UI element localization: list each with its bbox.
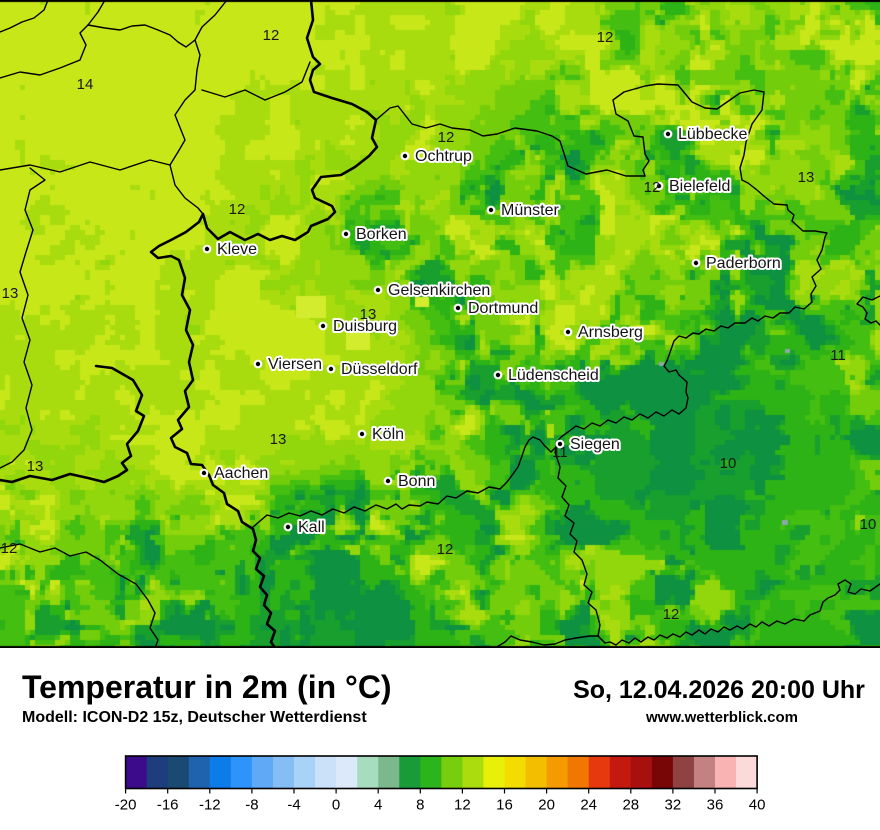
svg-text:-16: -16 [157, 797, 179, 814]
svg-text:Ochtrup: Ochtrup [415, 148, 472, 165]
svg-text:13: 13 [270, 431, 287, 448]
svg-text:12: 12 [1, 540, 18, 557]
svg-text:11: 11 [830, 347, 846, 364]
svg-text:8: 8 [416, 797, 424, 814]
svg-text:12: 12 [229, 201, 246, 218]
svg-text:28: 28 [622, 797, 639, 814]
svg-text:4: 4 [374, 797, 382, 814]
svg-text:11: 11 [552, 444, 568, 461]
svg-text:Arnsberg: Arnsberg [578, 324, 643, 341]
svg-text:-4: -4 [287, 797, 300, 814]
svg-text:Kleve: Kleve [217, 241, 257, 258]
svg-text:12: 12 [597, 29, 614, 46]
svg-text:36: 36 [707, 797, 724, 814]
svg-text:Borken: Borken [356, 226, 407, 243]
svg-text:0: 0 [332, 797, 340, 814]
svg-text:13: 13 [27, 458, 44, 475]
svg-text:12: 12 [454, 797, 471, 814]
svg-text:10: 10 [720, 455, 737, 472]
svg-text:-8: -8 [245, 797, 258, 814]
svg-text:Bonn: Bonn [398, 473, 435, 490]
svg-text:-12: -12 [199, 797, 221, 814]
svg-text:40: 40 [749, 797, 766, 814]
svg-text:Dortmund: Dortmund [468, 300, 538, 317]
svg-text:-20: -20 [115, 797, 137, 814]
svg-text:Gelsenkirchen: Gelsenkirchen [388, 282, 490, 299]
svg-text:Lübbecke: Lübbecke [678, 126, 747, 143]
svg-text:10: 10 [860, 516, 877, 533]
svg-text:13: 13 [360, 306, 377, 323]
svg-text:20: 20 [538, 797, 555, 814]
svg-text:Paderborn: Paderborn [706, 255, 781, 272]
svg-text:Bielefeld: Bielefeld [669, 178, 730, 195]
svg-text:Aachen: Aachen [214, 465, 268, 482]
svg-text:Köln: Köln [372, 426, 404, 443]
svg-text:14: 14 [77, 76, 94, 93]
svg-text:Kall: Kall [298, 519, 325, 536]
svg-text:24: 24 [580, 797, 597, 814]
svg-text:Siegen: Siegen [570, 436, 620, 453]
svg-text:Düsseldorf: Düsseldorf [341, 361, 418, 378]
svg-text:Lüdenscheid: Lüdenscheid [508, 367, 599, 384]
svg-text:12: 12 [438, 129, 455, 146]
svg-text:13: 13 [2, 285, 19, 302]
svg-text:Viersen: Viersen [268, 356, 322, 373]
svg-text:Münster: Münster [501, 202, 559, 219]
svg-text:13: 13 [798, 169, 815, 186]
svg-text:16: 16 [496, 797, 513, 814]
svg-text:32: 32 [665, 797, 682, 814]
svg-text:12: 12 [437, 541, 454, 558]
svg-text:12: 12 [663, 606, 680, 623]
svg-text:Duisburg: Duisburg [333, 318, 397, 335]
svg-text:12: 12 [263, 27, 280, 44]
svg-text:12: 12 [644, 179, 661, 196]
